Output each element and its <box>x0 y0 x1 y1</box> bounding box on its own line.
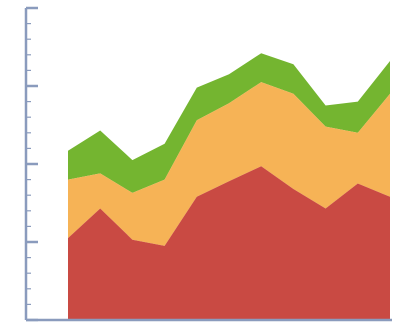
areas-layer <box>68 53 390 320</box>
area-series-2 <box>68 82 390 246</box>
area-series-3 <box>68 53 390 193</box>
axes-layer <box>24 6 392 322</box>
area-series-1 <box>68 166 390 320</box>
